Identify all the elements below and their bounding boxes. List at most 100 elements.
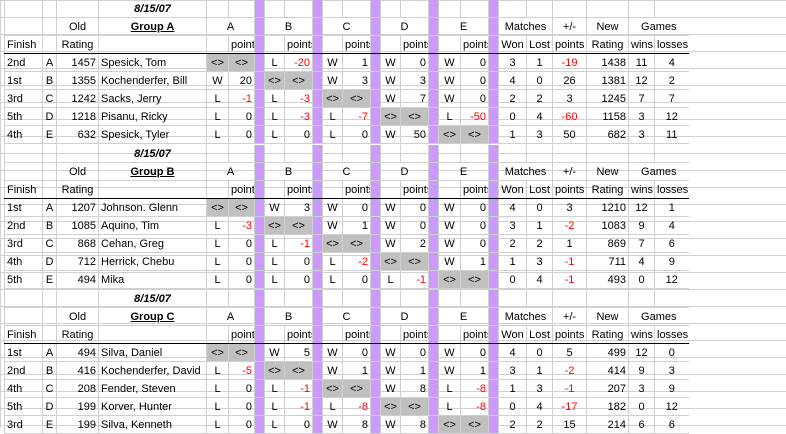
new-rating: 869 (586, 234, 629, 253)
points-b: 0 (284, 252, 313, 271)
header-points: points (284, 325, 313, 344)
column-separator (488, 35, 499, 54)
matches-won: 0 (498, 397, 527, 416)
column-separator (488, 325, 499, 344)
result-e: W (438, 71, 461, 90)
finish-place: 1st (4, 71, 43, 90)
header-points: points (228, 325, 255, 344)
seed-letter: A (42, 198, 57, 217)
seed-letter: B (42, 216, 57, 235)
result-a: L (206, 216, 229, 235)
header-losses: losses (654, 325, 689, 344)
result-c: W (322, 216, 343, 235)
column-separator (370, 290, 381, 308)
column-separator (370, 361, 381, 380)
group-date: 8/15/07 (98, 145, 207, 163)
column-separator (370, 35, 381, 54)
result-d: W (380, 343, 401, 362)
result-e: W (438, 53, 461, 72)
column-separator (312, 325, 323, 344)
result-c: W (322, 415, 343, 434)
games-losses: 2 (654, 71, 689, 90)
player-row: 3rd E 199 Silva, Kenneth L 0 L 0 W 8 W 8 <> <> 2 2 15 214… (4, 415, 689, 434)
points-d: 0 (400, 198, 429, 217)
result-e: W (438, 343, 461, 362)
new-rating: 1083 (586, 216, 629, 235)
player-row: 1st A 494 Silva, Daniel <> <> W 5 W 0 W 0 W 0 4 0 5 499 12… (4, 343, 689, 362)
points-b: 0 (284, 125, 313, 144)
header-opponent-e: E (438, 307, 489, 326)
header-games: Games (628, 17, 689, 36)
games-wins: 3 (628, 107, 655, 126)
matches-lost: 4 (526, 270, 553, 289)
column-separator (312, 216, 323, 235)
points-a: 0 (228, 252, 255, 271)
result-b: W (264, 343, 285, 362)
points-b: <> (284, 71, 313, 90)
header-points: points (228, 180, 255, 199)
points-d: <> (400, 252, 429, 271)
points-e: <> (460, 125, 489, 144)
result-b: <> (264, 361, 285, 380)
matches-lost: 1 (526, 216, 553, 235)
points-b: 3 (284, 198, 313, 217)
column-separator (370, 71, 381, 90)
result-a: L (206, 107, 229, 126)
points-c: 0 (342, 198, 371, 217)
column-separator (428, 379, 439, 398)
matches-lost: 1 (526, 53, 553, 72)
header-old: Old (56, 17, 99, 36)
result-e: L (438, 107, 461, 126)
games-losses: 11 (654, 125, 689, 144)
matches-won: 1 (498, 252, 527, 271)
result-b: L (264, 397, 285, 416)
games-losses: 3 (654, 361, 689, 380)
new-rating: 1158 (586, 107, 629, 126)
header-pm-points: points (552, 35, 587, 54)
header-lost: Lost (526, 35, 553, 54)
new-rating: 1210 (586, 198, 629, 217)
points-b: -3 (284, 89, 313, 108)
finish-place: 3rd (4, 89, 43, 108)
header-games: Games (628, 162, 689, 181)
plus-minus-points: -1 (552, 270, 587, 289)
points-e: <> (460, 270, 489, 289)
result-a: L (206, 125, 229, 144)
result-d: <> (380, 252, 401, 271)
column-separator (488, 53, 499, 72)
player-name: Sacks, Jerry (98, 89, 207, 108)
header-points: points (400, 325, 429, 344)
header-old: Old (56, 307, 99, 326)
new-rating: 493 (586, 270, 629, 289)
column-separator (428, 180, 439, 199)
result-b: L (264, 89, 285, 108)
result-c: <> (322, 234, 343, 253)
player-name: Mika (98, 270, 207, 289)
points-c: 0 (342, 125, 371, 144)
player-name: Johnson. Glenn (98, 198, 207, 217)
old-rating: 1085 (56, 216, 99, 235)
finish-place: 1st (4, 198, 43, 217)
finish-place: 3rd (4, 415, 43, 434)
column-separator (370, 415, 381, 434)
games-wins: 7 (628, 89, 655, 108)
points-c: 0 (342, 270, 371, 289)
header-points: points (400, 180, 429, 199)
matches-won: 2 (498, 415, 527, 434)
points-e: -50 (460, 107, 489, 126)
column-separator (312, 290, 323, 308)
old-rating: 1242 (56, 89, 99, 108)
result-b: L (264, 379, 285, 398)
column-separator (254, 162, 265, 181)
points-e: 0 (460, 234, 489, 253)
column-separator (488, 252, 499, 271)
points-c: <> (342, 234, 371, 253)
games-losses: 4 (654, 216, 689, 235)
result-c: W (322, 71, 343, 90)
points-e: 1 (460, 361, 489, 380)
column-separator (488, 343, 499, 362)
result-a: L (206, 361, 229, 380)
group-date: 8/15/07 (98, 0, 207, 18)
games-losses: 12 (654, 107, 689, 126)
points-d: 50 (400, 125, 429, 144)
